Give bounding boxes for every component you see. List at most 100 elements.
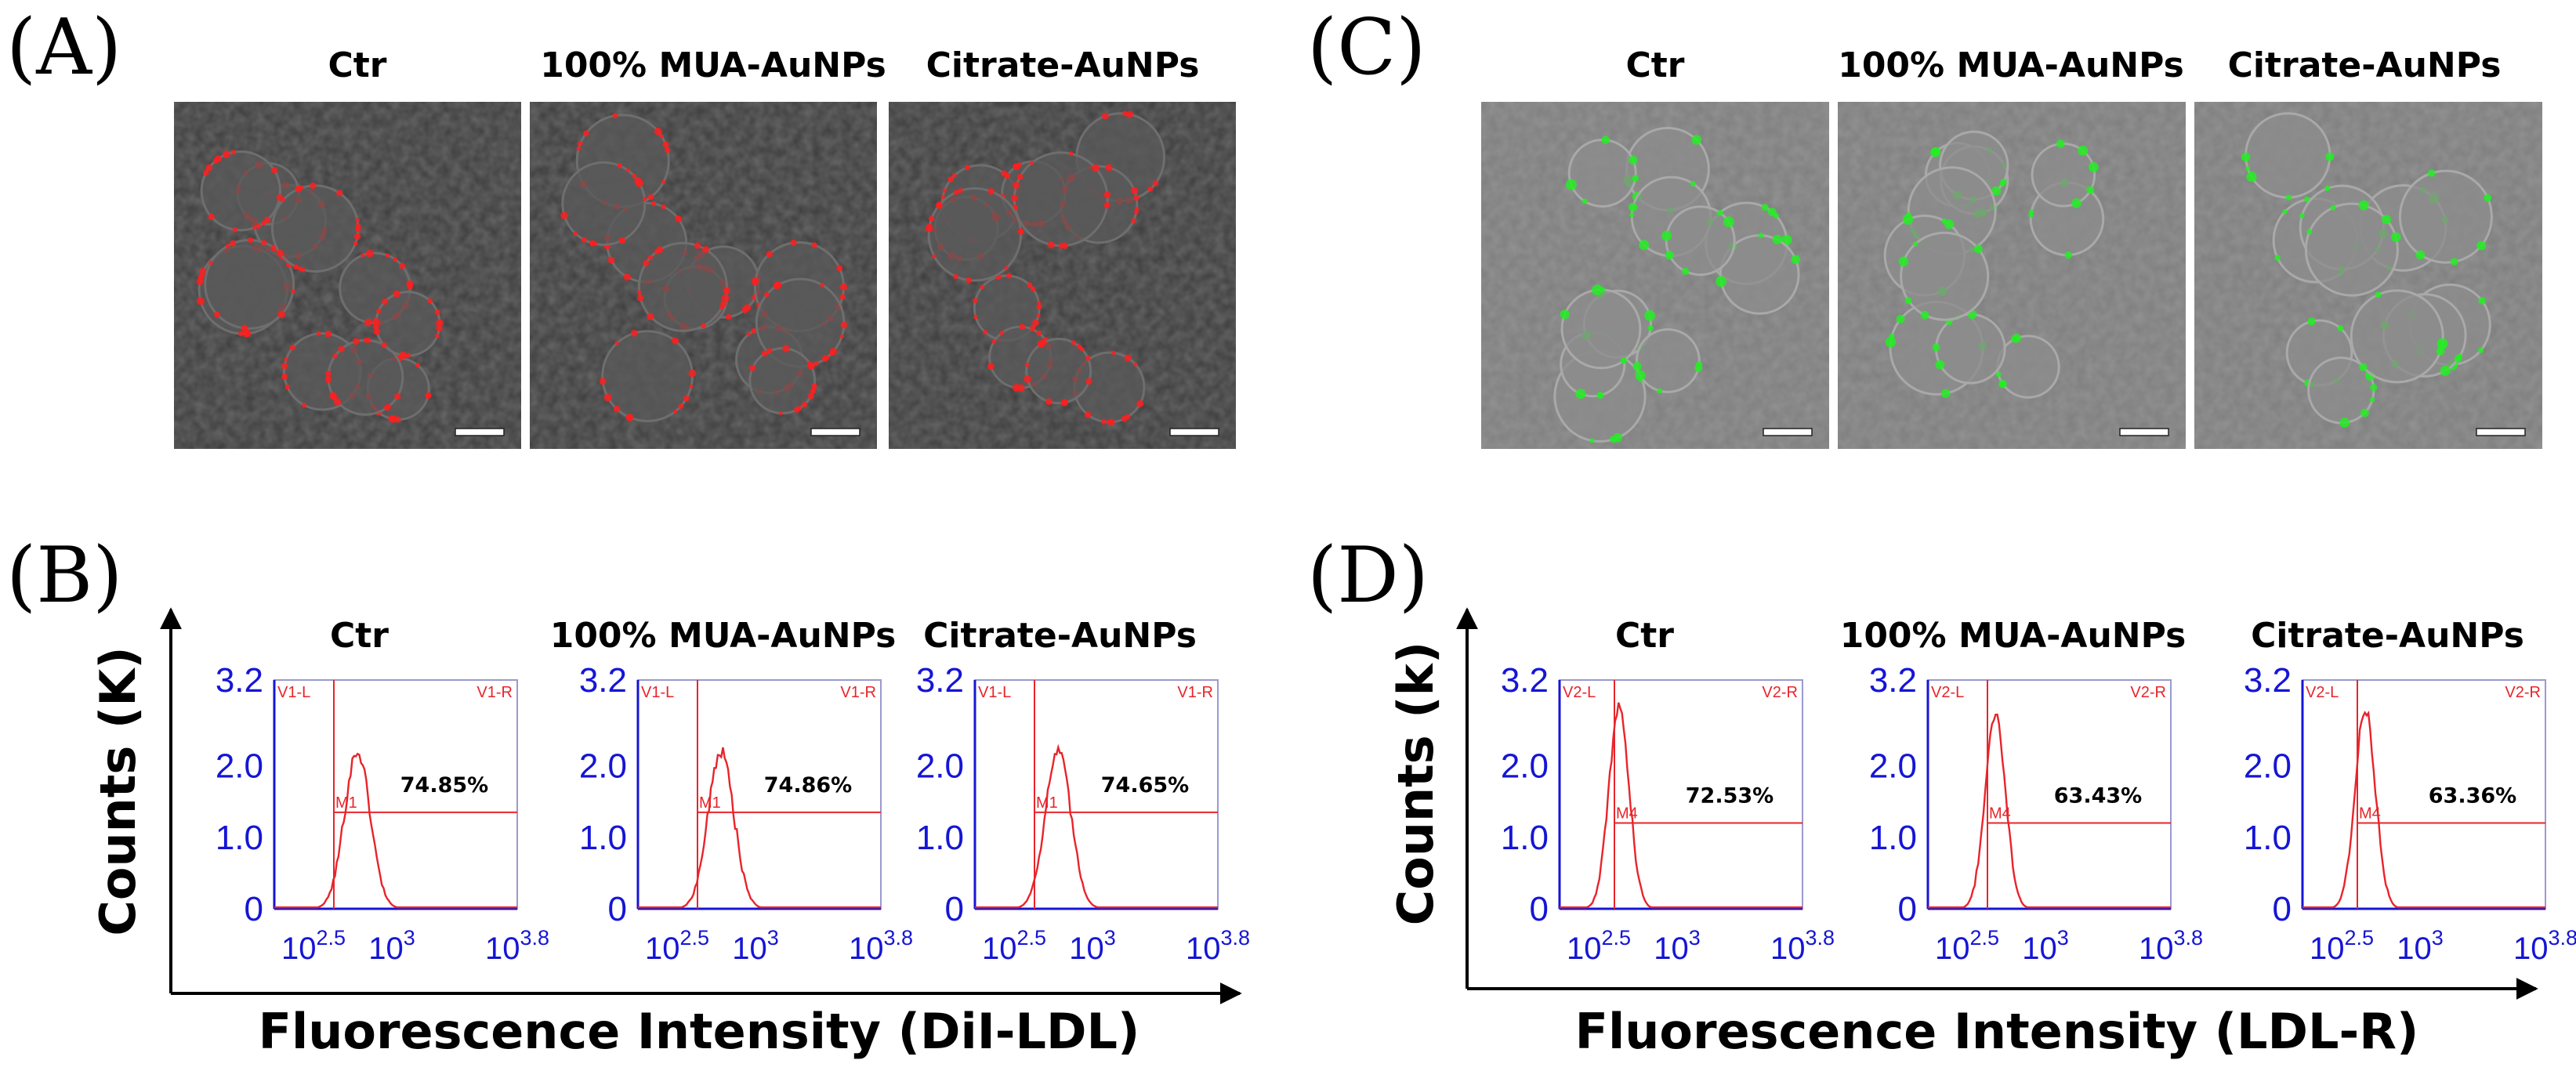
stain-dot: [281, 363, 288, 370]
stain-dot: [1122, 110, 1129, 117]
panel-c-title-citrate: Citrate-AuNPs: [2228, 45, 2502, 85]
stain-dot: [1013, 163, 1020, 170]
y-tick-label: 3.2: [1501, 661, 1549, 700]
stain-dot: [581, 237, 587, 243]
stain-dot: [1036, 304, 1042, 310]
gate-left-label: V1-L: [277, 684, 310, 701]
stain-dot: [683, 395, 690, 402]
stain-dot: [1047, 241, 1055, 248]
stain-dot: [623, 273, 632, 281]
stain-dot: [324, 330, 332, 338]
stain-dot: [1136, 400, 1144, 407]
stain-dot: [2375, 291, 2382, 298]
stain-dot: [325, 375, 332, 382]
stain-dot: [2382, 215, 2392, 225]
y-tick-label: 1.0: [216, 819, 263, 857]
stain-dot: [399, 351, 408, 360]
y-tick-label: 0: [1898, 890, 1917, 928]
stain-dot: [425, 392, 432, 400]
stain-dot: [829, 350, 835, 356]
histogram-b-citrate: Citrate-AuNPs 0 1.0 2.0 3.2 102.5 103 103.8 V1-L…: [916, 616, 1250, 966]
y-tick-label: 2.0: [1869, 747, 1917, 786]
stain-dot: [2337, 325, 2344, 331]
stain-dot: [1716, 276, 1727, 288]
x-tick-label: 102.5: [1935, 926, 1999, 966]
stain-dot: [360, 253, 365, 258]
stain-dot: [766, 250, 774, 258]
stain-dot: [953, 273, 958, 280]
stain-dot: [436, 324, 443, 332]
scale-bar: [2476, 428, 2526, 436]
stain-dot: [778, 411, 783, 415]
x-tick-label: 103.8: [1770, 926, 1835, 966]
gate-right-label: V2-R: [1762, 684, 1798, 701]
stain-dot: [1004, 172, 1011, 179]
stain-dot: [1133, 362, 1138, 367]
gate-right-label: V1-R: [476, 684, 513, 701]
stain-dot: [1042, 339, 1047, 345]
stain-dot: [1723, 216, 1734, 227]
stain-dot: [1773, 212, 1779, 219]
stain-dot: [932, 254, 937, 259]
stain-dot: [302, 403, 307, 408]
stain-dot: [2245, 166, 2251, 172]
stain-dot: [1092, 164, 1100, 172]
panel-c-title-mua: 100% MUA-AuNPs: [1838, 45, 2184, 85]
percent-label: 74.65%: [1101, 773, 1189, 798]
histogram-title: 100% MUA-AuNPs: [1840, 616, 2187, 656]
stain-dot: [2324, 185, 2331, 192]
stain-dot: [937, 201, 943, 208]
stain-dot: [1690, 180, 1696, 187]
y-tick-label: 1.0: [2244, 819, 2292, 857]
x-tick-label: 103: [368, 926, 415, 966]
stain-dot: [806, 360, 813, 367]
stain-dot: [353, 233, 361, 241]
stain-dot: [636, 290, 642, 295]
stain-dot: [613, 405, 621, 413]
stain-dot: [746, 332, 751, 337]
cell: [637, 241, 728, 332]
stain-dot: [1084, 411, 1092, 418]
stain-dot: [436, 319, 444, 327]
stain-dot: [1991, 186, 2002, 196]
stain-dot: [665, 147, 671, 154]
stain-dot: [1904, 297, 1912, 305]
stain-dot: [385, 253, 390, 258]
stain-dot: [2370, 384, 2378, 392]
stain-dot: [1076, 344, 1081, 349]
stain-dot: [393, 392, 401, 400]
histogram-d-mua: 100% MUA-AuNPs 0 1.0 2.0 3.2 102.5 103 103.8 V2-…: [1840, 616, 2203, 966]
histogram-series: [975, 743, 1218, 909]
stain-dot: [1085, 378, 1092, 385]
stain-dot: [1629, 155, 1638, 165]
stain-dot: [614, 341, 619, 345]
stain-dot: [675, 215, 682, 222]
stain-dot: [1632, 361, 1642, 371]
histogram-series: [2302, 710, 2545, 909]
stain-dot: [603, 393, 612, 402]
stain-dot: [662, 141, 669, 148]
stain-dot: [1758, 232, 1764, 239]
cell: [1560, 288, 1642, 370]
stain-dot: [794, 407, 800, 413]
stain-dot: [291, 289, 295, 294]
stain-dot: [617, 163, 622, 168]
stain-dot: [1610, 436, 1617, 443]
micrograph-a-ctr: [174, 102, 521, 449]
stain-dot: [1589, 438, 1595, 443]
percent-label: 74.85%: [400, 773, 488, 798]
y-tick-label: 0: [608, 890, 627, 928]
stain-dot: [2436, 346, 2445, 356]
stain-dot: [1581, 198, 1588, 204]
stain-dot: [1621, 358, 1627, 364]
stain-dot: [1717, 210, 1723, 216]
histogram-series: [1928, 713, 2171, 909]
panel-c-title-ctr: Ctr: [1625, 45, 1684, 85]
cell: [1567, 138, 1637, 208]
histogram-b-ctr: Ctr 0 1.0 2.0 3.2 102.5 103 103.8 V1-L V1-R M1 74.8…: [216, 616, 549, 966]
stain-dot: [2012, 334, 2021, 343]
histogram-title: Ctr: [330, 616, 389, 656]
stain-dot: [661, 179, 666, 184]
stain-dot: [661, 204, 666, 209]
stain-dot: [751, 327, 757, 334]
